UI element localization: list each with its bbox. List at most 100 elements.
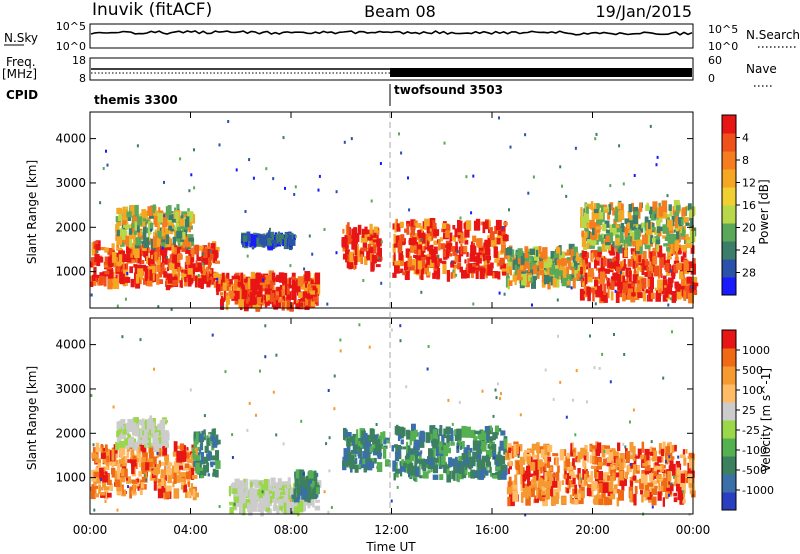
echo-cell: [115, 470, 121, 482]
echo-cell: [591, 450, 596, 456]
echo-cell: [144, 269, 148, 281]
echo-cell: [201, 262, 204, 266]
echo-cell: [439, 450, 443, 454]
echo-cell: [457, 263, 462, 270]
echo-cell: [644, 242, 651, 250]
echo-cell: [179, 157, 182, 161]
echo-cell: [413, 233, 417, 240]
echo-cell: [107, 278, 113, 290]
velocity-y-axis-label: Slant Range [km]: [25, 366, 39, 470]
echo-cell: [392, 244, 396, 253]
echo-cell: [367, 243, 372, 250]
echo-cell: [602, 482, 609, 493]
echo-cell: [166, 486, 169, 497]
echo-cell: [521, 456, 526, 465]
echo-cell: [669, 486, 672, 495]
echo-cell: [502, 271, 507, 276]
echo-cell: [308, 470, 314, 479]
echo-cell: [640, 454, 644, 460]
echo-cell: [677, 455, 680, 459]
echo-cell: [659, 456, 664, 463]
echo-cell: [316, 487, 320, 495]
echo-cell: [464, 229, 470, 238]
echo-cell: [618, 464, 621, 473]
cpid-program-twofsound: twofsound 3503: [394, 83, 503, 97]
echo-cell: [662, 279, 668, 286]
echo-cell: [202, 248, 209, 258]
echo-cell: [650, 451, 654, 456]
echo-cell: [129, 486, 132, 499]
echo-cell: [297, 276, 304, 285]
echo-cell: [153, 469, 159, 476]
echo-cell: [441, 223, 448, 229]
echo-cell: [676, 283, 681, 292]
echo-cell: [282, 295, 286, 302]
echo-cell: [284, 481, 289, 489]
echo-cell: [143, 425, 146, 432]
echo-cell: [601, 240, 608, 252]
echo-cell: [303, 284, 308, 294]
echo-cell: [202, 434, 205, 438]
echo-cell: [544, 463, 547, 472]
echo-cell: [103, 264, 109, 268]
echo-cell: [164, 261, 169, 265]
echo-cell: [176, 230, 183, 239]
echo-cell: [291, 239, 296, 246]
echo-cell: [664, 287, 669, 298]
echo-cell: [228, 287, 232, 291]
echo-cell: [610, 493, 616, 500]
echo-cell: [476, 451, 482, 462]
echo-cell: [118, 426, 122, 439]
echo-cell: [630, 248, 635, 252]
echo-cell: [407, 445, 411, 454]
echo-cell: [349, 251, 353, 263]
power-y-axis-label: Slant Range [km]: [25, 160, 39, 264]
echo-cell: [662, 275, 667, 280]
echo-cell: [284, 186, 286, 190]
echo-cell: [138, 419, 142, 426]
echo-cell: [668, 478, 671, 485]
echo-cell: [400, 469, 403, 477]
echo-cell: [636, 239, 642, 247]
echo-cell: [255, 295, 260, 306]
echo-cell: [114, 479, 121, 487]
echo-cell: [305, 282, 307, 288]
echo-cell: [405, 429, 411, 436]
echo-cell: [205, 274, 209, 282]
velocity-echo-layer: [90, 323, 696, 517]
echo-cell: [651, 250, 657, 261]
echo-cell: [690, 220, 693, 228]
echo-cell: [411, 265, 415, 271]
echo-cell: [112, 405, 115, 409]
echo-cell: [369, 223, 373, 234]
echo-cell: [237, 281, 241, 287]
echo-cell: [510, 258, 514, 270]
echo-cell: [498, 446, 501, 453]
echo-cell: [185, 452, 190, 459]
echo-cell: [184, 261, 188, 269]
echo-cell: [137, 268, 144, 280]
echo-cell: [259, 369, 261, 373]
echo-cell: [595, 226, 602, 230]
echo-cell: [183, 445, 186, 452]
echo-cell: [213, 272, 219, 278]
echo-cell: [522, 480, 525, 488]
echo-cell: [265, 167, 268, 171]
echo-cell: [199, 467, 204, 471]
nsky-trace: [90, 30, 693, 36]
echo-cell: [222, 297, 226, 302]
echo-cell: [400, 151, 403, 155]
echo-cell: [378, 439, 382, 451]
echo-cell: [369, 446, 374, 453]
echo-cell: [264, 324, 267, 328]
echo-cell: [139, 232, 143, 236]
echo-cell: [482, 253, 486, 262]
echo-cell: [221, 272, 225, 284]
echo-cell: [657, 456, 662, 463]
echo-cell: [239, 503, 242, 514]
echo-cell: [630, 251, 634, 255]
echo-cell: [363, 432, 368, 445]
echo-cell: [488, 436, 494, 441]
echo-cell: [134, 266, 138, 273]
echo-cell: [171, 218, 176, 223]
